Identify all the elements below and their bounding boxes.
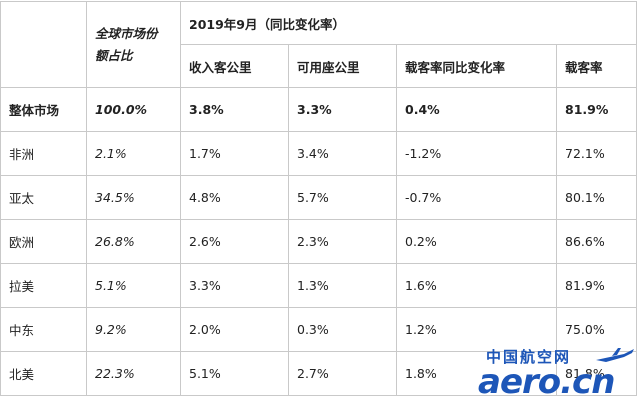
table-row: 中东 9.2% 2.0% 0.3% 1.2% 75.0% xyxy=(0,307,637,352)
region-cell: 中东 xyxy=(0,307,87,352)
rpk-cell: 3.8% xyxy=(180,87,289,132)
rpk-cell: 3.3% xyxy=(180,263,289,308)
share-header-text: 全球市场份额占比 xyxy=(95,25,158,63)
share-cell: 34.5% xyxy=(86,175,181,220)
ask-cell: 2.3% xyxy=(288,219,397,264)
ask-cell: 0.3% xyxy=(288,307,397,352)
plf-change-cell: 0.4% xyxy=(396,87,557,132)
region-cell: 非洲 xyxy=(0,131,87,176)
share-cell: 9.2% xyxy=(86,307,181,352)
table-row: 欧洲 26.8% 2.6% 2.3% 0.2% 86.6% xyxy=(0,219,637,264)
plf-change-cell: 1.6% xyxy=(396,263,557,308)
table-row: 北美 22.3% 5.1% 2.7% 1.8% 81.8% xyxy=(0,351,637,396)
table-row: 拉美 5.1% 3.3% 1.3% 1.6% 81.9% xyxy=(0,263,637,308)
region-cell: 整体市场 xyxy=(0,87,87,132)
share-header: 全球市场份额占比 xyxy=(86,1,181,88)
plf-cell: 81.9% xyxy=(556,87,637,132)
plf-cell: 72.1% xyxy=(556,131,637,176)
region-cell: 亚太 xyxy=(0,175,87,220)
plf-change-cell: 1.8% xyxy=(396,351,557,396)
corner-cell xyxy=(0,1,87,88)
share-cell: 5.1% xyxy=(86,263,181,308)
ask-header: 可用座公里 xyxy=(288,44,397,88)
plf-change-cell: 0.2% xyxy=(396,219,557,264)
plf-change-cell: 1.2% xyxy=(396,307,557,352)
ask-cell: 1.3% xyxy=(288,263,397,308)
ask-cell: 2.7% xyxy=(288,351,397,396)
region-cell: 欧洲 xyxy=(0,219,87,264)
rpk-cell: 5.1% xyxy=(180,351,289,396)
period-header: 2019年9月（同比变化率） xyxy=(180,1,637,45)
ask-cell: 3.4% xyxy=(288,131,397,176)
ask-cell: 5.7% xyxy=(288,175,397,220)
table-row: 亚太 34.5% 4.8% 5.7% -0.7% 80.1% xyxy=(0,175,637,220)
share-cell: 2.1% xyxy=(86,131,181,176)
share-cell: 22.3% xyxy=(86,351,181,396)
rpk-header: 收入客公里 xyxy=(180,44,289,88)
plf-cell: 81.8% xyxy=(556,351,637,396)
share-cell: 26.8% xyxy=(86,219,181,264)
table-row: 非洲 2.1% 1.7% 3.4% -1.2% 72.1% xyxy=(0,131,637,176)
plf-change-header: 载客率同比变化率 xyxy=(396,44,557,88)
ask-cell: 3.3% xyxy=(288,87,397,132)
plf-change-cell: -1.2% xyxy=(396,131,557,176)
rpk-cell: 4.8% xyxy=(180,175,289,220)
rpk-cell: 2.6% xyxy=(180,219,289,264)
plf-cell: 86.6% xyxy=(556,219,637,264)
plf-header: 载客率 xyxy=(556,44,637,88)
plf-cell: 80.1% xyxy=(556,175,637,220)
plf-cell: 75.0% xyxy=(556,307,637,352)
header-row-2: 收入客公里 可用座公里 载客率同比变化率 载客率 xyxy=(1,44,637,88)
header-row-1: 全球市场份额占比 2019年9月（同比变化率） xyxy=(0,1,637,88)
share-cell: 100.0% xyxy=(86,87,181,132)
region-cell: 北美 xyxy=(0,351,87,396)
plf-change-cell: -0.7% xyxy=(396,175,557,220)
rpk-cell: 2.0% xyxy=(180,307,289,352)
airline-stats-table: 全球市场份额占比 2019年9月（同比变化率） 收入客公里 可用座公里 载客率同… xyxy=(0,1,637,396)
table-row-total: 整体市场 100.0% 3.8% 3.3% 0.4% 81.9% xyxy=(0,87,637,132)
region-cell: 拉美 xyxy=(0,263,87,308)
rpk-cell: 1.7% xyxy=(180,131,289,176)
plf-cell: 81.9% xyxy=(556,263,637,308)
